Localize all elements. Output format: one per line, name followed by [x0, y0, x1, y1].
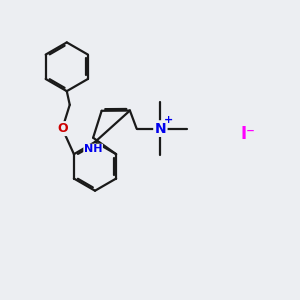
- Text: +: +: [164, 115, 173, 125]
- Text: I⁻: I⁻: [241, 125, 256, 143]
- Text: NH: NH: [84, 144, 102, 154]
- Text: O: O: [57, 122, 68, 135]
- Text: N: N: [154, 122, 166, 136]
